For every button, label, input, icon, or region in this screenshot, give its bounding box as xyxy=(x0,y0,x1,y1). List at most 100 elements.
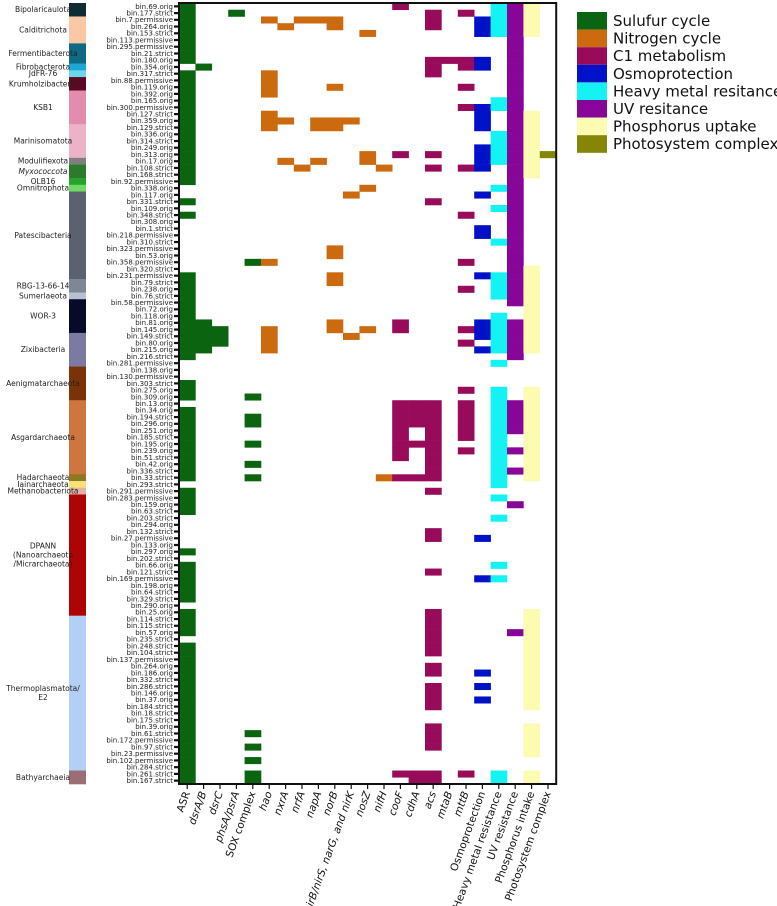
cell-bin-168-strict-col20 xyxy=(507,171,524,179)
cell-bin-137-permissive-col21 xyxy=(523,656,541,664)
cell-bin-119-orig-col5 xyxy=(261,83,278,91)
cell-bin-332-strict-col0 xyxy=(179,676,196,684)
cell-bin-79-strict-col0 xyxy=(179,279,196,287)
cell-bin-248-strict-col0 xyxy=(179,642,196,650)
cell-bin-37-orig-col0 xyxy=(179,696,196,704)
cell-bin-194-strict-col17 xyxy=(457,413,475,421)
phylum-bar-21 xyxy=(69,487,86,495)
cell-bin-283-permissive-col19 xyxy=(490,494,508,502)
cell-bin-39-orig-col0 xyxy=(179,723,196,731)
row-label: bin.248.strict xyxy=(127,642,174,650)
phylum-label: Methanobacteriota xyxy=(7,487,78,496)
cell-bin-359-orig-col6 xyxy=(277,117,295,125)
phylum-bar-24 xyxy=(69,770,86,785)
row-label: bin.180.orig xyxy=(131,57,173,65)
cell-bin-119-orig-col17 xyxy=(457,83,475,91)
cell-bin-58-permissive-col0 xyxy=(179,299,196,307)
cell-bin-165-orig-col0 xyxy=(179,97,196,105)
cell-bin-145-orig-col18 xyxy=(474,326,491,334)
cell-bin-184-strict-col15 xyxy=(425,703,442,711)
cell-bin-117-orig-col10 xyxy=(343,191,360,199)
cell-bin-114-strict-col21 xyxy=(523,615,541,623)
cell-bin-153-strict-col20 xyxy=(507,29,524,37)
cell-bin-261-strict-col13 xyxy=(392,770,409,778)
cell-bin-51-strict-col19 xyxy=(490,454,508,462)
row-label: bin.291.permissive xyxy=(106,488,173,496)
cell-bin-336-strict-col0 xyxy=(179,467,196,475)
cell-bin-194-strict-col4 xyxy=(244,413,262,421)
cell-bin-81-orig-col1 xyxy=(195,319,213,327)
row-label: bin.323.permissive xyxy=(106,245,173,253)
cell-bin-13-orig-col13 xyxy=(392,400,409,408)
cell-bin-145-orig-col5 xyxy=(261,326,278,334)
row-labels: bin.69.origbin.177.strictbin.7.permissiv… xyxy=(106,3,179,785)
cell-bin-61-strict-col0 xyxy=(179,730,196,738)
cell-bin-159-orig-col0 xyxy=(179,501,196,509)
cell-bin-215-orig-col1 xyxy=(195,346,213,354)
row-label: bin.313.orig xyxy=(131,151,173,159)
cell-bin-261-strict-col19 xyxy=(490,770,508,778)
phylum-bar-14 xyxy=(69,292,86,300)
row-label: bin.283.permissive xyxy=(106,494,173,502)
cell-bin-286-strict-col0 xyxy=(179,683,196,691)
cell-bin-57-orig-col20 xyxy=(507,629,524,637)
row-label: bin.354.orig xyxy=(131,63,173,71)
row-label: bin.348.strict xyxy=(127,211,174,219)
cell-bin-53-orig-col20 xyxy=(507,252,524,260)
cell-bin-81-orig-col18 xyxy=(474,319,491,327)
cell-bin-80-orig-col2 xyxy=(211,339,229,347)
cell-bin-231-permissive-col21 xyxy=(523,272,541,280)
cell-bin-167-strict-col0 xyxy=(179,777,196,785)
cell-bin-51-strict-col21 xyxy=(523,454,541,462)
cell-bin-145-orig-col9 xyxy=(326,326,344,334)
cell-bin-336-orig-col19 xyxy=(490,130,508,138)
cell-bin-145-orig-col17 xyxy=(457,326,475,334)
cell-bin-66-orig-col19 xyxy=(490,561,508,569)
cell-bin-313-orig-col18 xyxy=(474,151,491,159)
cell-bin-291-permissive-col15 xyxy=(425,487,442,495)
cell-bin-34-orig-col15 xyxy=(425,406,442,414)
cell-bin-33-strict-col0 xyxy=(179,474,196,482)
cell-bin-169-permissive-col19 xyxy=(490,575,508,583)
cell-bin-119-orig-col0 xyxy=(179,83,196,91)
row-label: bin.115.strict xyxy=(127,622,174,630)
legend-swatch xyxy=(577,82,607,100)
cell-bin-33-strict-col13 xyxy=(392,474,409,482)
cell-bin-184-strict-col21 xyxy=(523,703,541,711)
cell-bin-275-orig-col19 xyxy=(490,386,508,394)
cell-bin-185-strict-col13 xyxy=(392,433,409,441)
cell-bin-76-strict-col0 xyxy=(179,292,196,300)
cell-bin-81-orig-col19 xyxy=(490,319,508,327)
cell-bin-7-permissive-col7 xyxy=(293,16,311,24)
cell-bin-79-strict-col9 xyxy=(326,279,344,287)
row-label: bin.336.strict xyxy=(127,467,174,475)
cell-bin-336-strict-col21 xyxy=(523,467,541,475)
cell-bin-146-orig-col15 xyxy=(425,689,442,697)
cell-bin-69-orig-col19 xyxy=(490,3,508,11)
row-label: bin.331.strict xyxy=(127,198,174,206)
cell-bin-354-orig-col18 xyxy=(474,63,491,71)
cell-bin-145-orig-col0 xyxy=(179,326,196,334)
phylum-bar-23 xyxy=(69,615,86,771)
phylum-label: Sumerlaeota xyxy=(19,291,67,300)
cell-bin-392-orig-col5 xyxy=(261,90,278,98)
cell-bin-239-orig-col17 xyxy=(457,447,475,455)
cell-bin-314-strict-col0 xyxy=(179,137,196,145)
cell-bin-34-orig-col13 xyxy=(392,406,409,414)
cell-bin-251-orig-col0 xyxy=(179,427,196,435)
phylum-label: Bipolaricaulota xyxy=(15,5,71,14)
cell-bin-195-orig-col21 xyxy=(523,440,541,448)
phylum-label: DPANN (Nanoarchaeota/Micrarchaeota) xyxy=(13,542,73,569)
cell-bin-33-strict-col12 xyxy=(375,474,393,482)
column-label: acs xyxy=(422,789,440,810)
cell-bin-109-orig-col20 xyxy=(507,204,524,213)
cell-bin-297-orig-col0 xyxy=(179,548,196,556)
cell-bin-261-strict-col17 xyxy=(457,770,475,778)
phylum-label: Asgardarchaeota xyxy=(11,433,75,442)
row-label: bin.92.permissive xyxy=(111,178,173,186)
phylum-label: Krumholzibacteria xyxy=(9,79,77,88)
cell-bin-146-orig-col21 xyxy=(523,689,541,697)
cell-bin-61-strict-col21 xyxy=(523,730,541,738)
cell-bin-129-strict-col0 xyxy=(179,124,196,132)
cell-bin-238-orig-col21 xyxy=(523,285,541,293)
